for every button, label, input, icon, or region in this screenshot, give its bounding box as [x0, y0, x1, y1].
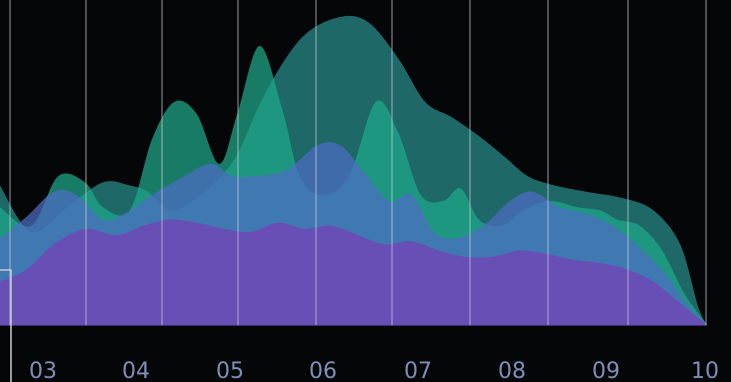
area-series-4	[0, 219, 707, 325]
x-tick-label-03: 03	[29, 359, 57, 382]
x-tick-label-10: 10	[691, 359, 719, 382]
x-axis-ticks: 03 04 05 06 07 08 09 10	[29, 359, 719, 382]
x-tick-label-06: 06	[309, 359, 337, 382]
baseline	[0, 269, 707, 382]
x-tick-label-05: 05	[216, 359, 244, 382]
x-tick-label-09: 09	[592, 359, 620, 382]
gridlines	[9, 0, 707, 325]
x-tick-label-08: 08	[498, 359, 526, 382]
areas-layer	[0, 15, 707, 325]
left-range-marker	[0, 269, 12, 382]
x-tick-label-07: 07	[404, 359, 432, 382]
x-tick-label-04: 04	[122, 359, 150, 382]
